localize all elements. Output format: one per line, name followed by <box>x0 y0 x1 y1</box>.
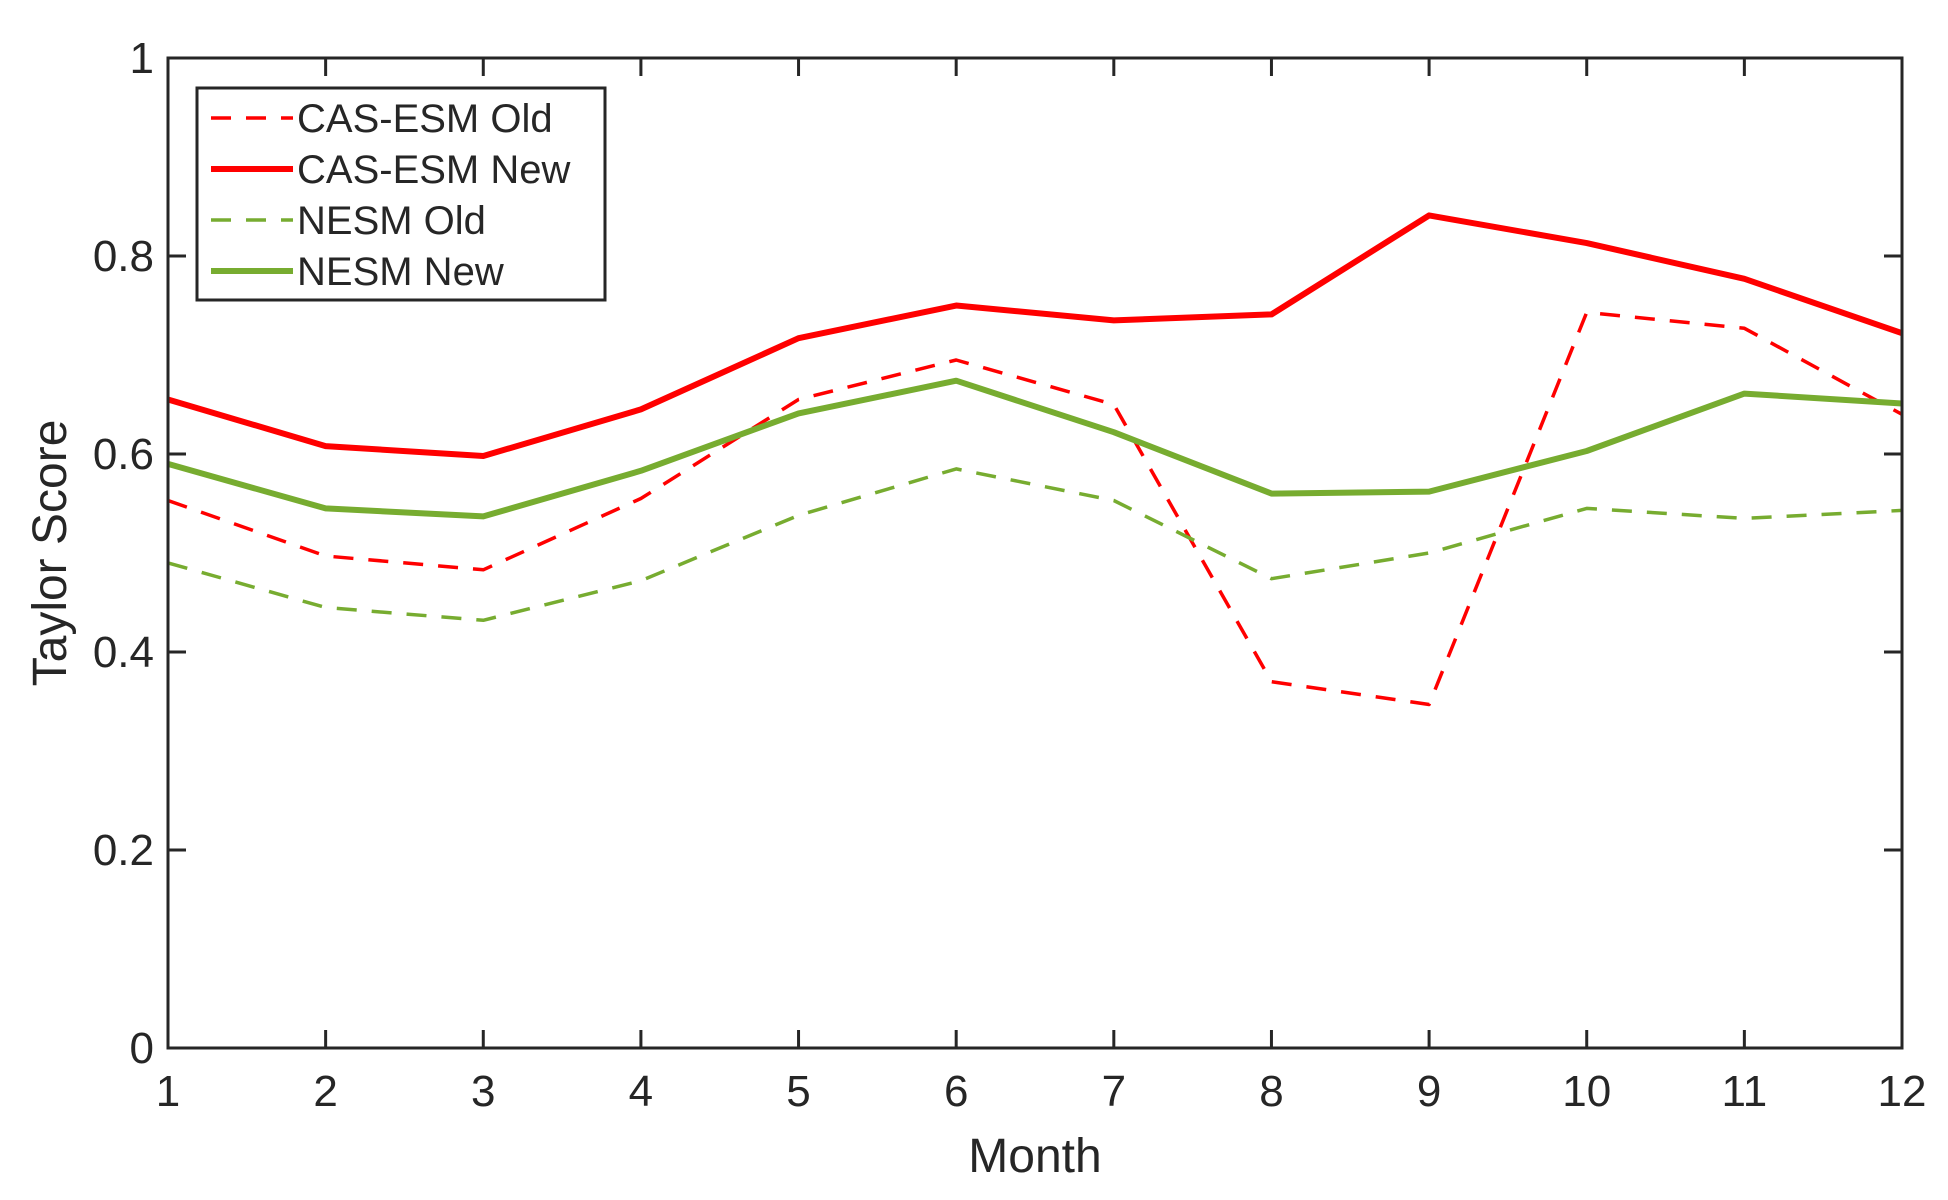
x-tick-label: 5 <box>786 1067 810 1116</box>
x-tick-label: 4 <box>629 1067 653 1116</box>
x-tick-label: 3 <box>471 1067 495 1116</box>
x-axis-label: Month <box>968 1130 1101 1183</box>
y-tick-label: 0 <box>130 1024 154 1073</box>
y-axis-tick-labels: 0 0.2 0.4 0.6 0.8 1 <box>93 34 154 1073</box>
x-tick-label: 1 <box>156 1067 180 1116</box>
legend-box <box>195 86 607 302</box>
y-tick-label: 0.4 <box>93 628 154 677</box>
x-tick-label: 10 <box>1562 1067 1611 1116</box>
legend: CAS-ESM Old CAS-ESM New NESM Old NESM New <box>195 86 607 302</box>
x-tick-label: 2 <box>313 1067 337 1116</box>
y-tick-label: 0.8 <box>93 232 154 281</box>
x-tick-label: 9 <box>1417 1067 1441 1116</box>
y-tick-label: 0.6 <box>93 430 154 479</box>
series-line-cas-esm-old <box>168 310 1902 707</box>
x-tick-label: 6 <box>944 1067 968 1116</box>
series-line-cas-esm-new <box>168 212 1902 459</box>
legend-label: CAS-ESM New <box>297 148 570 192</box>
x-tick-label: 12 <box>1878 1067 1927 1116</box>
legend-label: NESM Old <box>297 199 486 243</box>
series-line-nesm-new <box>168 377 1902 520</box>
series-lines <box>168 212 1902 707</box>
series-line-nesm-old <box>168 467 1902 623</box>
y-tick-label: 0.2 <box>93 826 154 875</box>
y-axis-label: Taylor Score <box>24 420 77 687</box>
legend-label: CAS-ESM Old <box>297 97 553 141</box>
x-tick-label: 8 <box>1259 1067 1283 1116</box>
plot-frame <box>166 56 1904 1050</box>
legend-label: NESM New <box>297 250 504 294</box>
x-tick-label: 7 <box>1102 1067 1126 1116</box>
axis-ticks <box>166 56 1904 1050</box>
x-tick-label: 11 <box>1722 1067 1768 1116</box>
x-axis-tick-labels: 1 2 3 4 5 6 7 8 9 10 11 12 <box>156 1067 1927 1116</box>
y-tick-label: 1 <box>130 34 154 83</box>
